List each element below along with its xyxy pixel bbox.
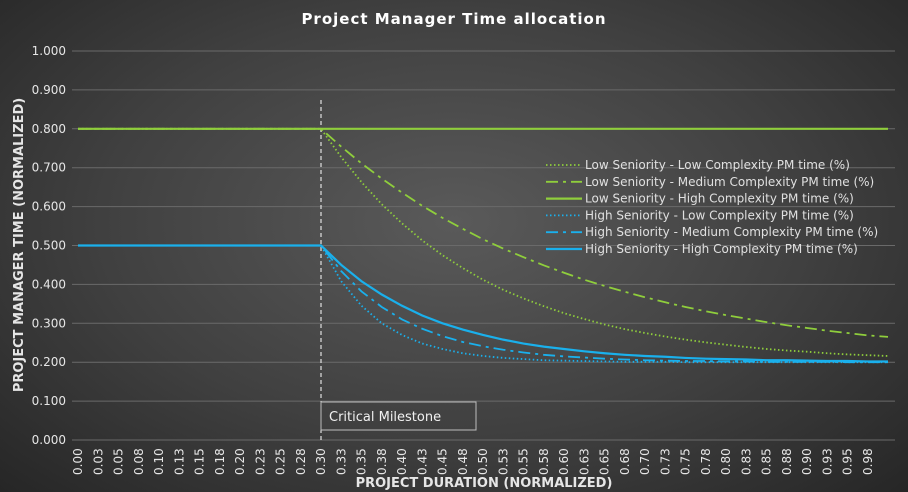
x-tick-label: 0.60 — [557, 448, 571, 475]
x-tick-label: 0.25 — [274, 448, 288, 475]
x-tick-label: 0.28 — [294, 448, 308, 475]
series-line — [78, 244, 888, 363]
y-tick-labels: 0.000 0.100 0.200 0.300 0.400 0.500 0.600 0.700… — [32, 44, 66, 447]
x-tick-label: 0.18 — [213, 448, 227, 475]
x-tick-label: 0.50 — [476, 448, 490, 475]
y-tick-label: 0.400 — [32, 277, 66, 291]
x-tick-label: 0.35 — [355, 448, 369, 475]
series-line — [78, 127, 889, 357]
critical-milestone-box — [320, 401, 477, 431]
y-tick-label: 0.000 — [32, 433, 66, 447]
x-tick-label: 0.00 — [71, 448, 85, 475]
legend-entry: High Seniority - Low Complexity PM time … — [585, 208, 854, 222]
y-tick-label: 0.100 — [32, 394, 66, 408]
x-tick-label: 0.83 — [739, 448, 753, 475]
y-axis-title: PROJECT MANAGER TIME (NORMALIZED) — [12, 98, 27, 392]
x-tick-label: 0.65 — [598, 448, 612, 475]
legend: Low Seniority - Low Complexity PM time (… — [546, 158, 878, 256]
x-tick-label: 0.78 — [699, 448, 713, 475]
x-tick-label: 0.43 — [415, 448, 429, 475]
y-tick-label: 0.500 — [32, 239, 66, 253]
x-tick-label: 0.93 — [820, 448, 834, 475]
x-tick-label: 0.40 — [395, 448, 409, 475]
y-tick-label: 1.000 — [32, 44, 66, 58]
x-tick-label: 0.70 — [638, 448, 652, 475]
y-tick-label: 0.700 — [32, 161, 66, 175]
x-tick-label: 0.53 — [496, 448, 510, 475]
x-tick-label: 0.80 — [719, 448, 733, 475]
chart-title: Project Manager Time allocation — [301, 10, 606, 28]
y-tick-label: 0.300 — [32, 316, 66, 330]
y-tick-label: 0.200 — [32, 355, 66, 369]
x-tick-label: 0.73 — [658, 448, 672, 475]
x-tick-label: 0.20 — [233, 448, 247, 475]
series-lines — [78, 127, 889, 364]
x-tick-label: 0.55 — [517, 448, 531, 475]
x-tick-label: 0.88 — [780, 448, 794, 475]
x-tick-label: 0.10 — [152, 448, 166, 475]
series-line — [78, 244, 888, 364]
y-tick-label: 0.800 — [32, 122, 66, 136]
legend-entry: Low Seniority - Low Complexity PM time (… — [585, 158, 850, 172]
x-tick-label: 0.30 — [314, 448, 328, 475]
x-axis-title: PROJECT DURATION (NORMALIZED) — [356, 476, 613, 491]
y-tick-label: 0.600 — [32, 200, 66, 214]
legend-entry: Low Seniority - Medium Complexity PM tim… — [585, 175, 874, 189]
x-tick-label: 0.58 — [537, 448, 551, 475]
series-line — [78, 244, 888, 364]
x-tick-label: 0.90 — [800, 448, 814, 475]
x-tick-labels: 0.00 0.03 0.05 0.08 0.10 0.13 0.15 0.18 0.20 0.23… — [71, 448, 875, 475]
x-tick-label: 0.13 — [172, 448, 186, 475]
x-tick-label: 0.95 — [841, 448, 855, 475]
legend-entry: High Seniority - Medium Complexity PM ti… — [585, 225, 878, 239]
x-tick-label: 0.85 — [760, 448, 774, 475]
x-tick-label: 0.23 — [253, 448, 267, 475]
x-tick-label: 0.63 — [577, 448, 591, 475]
x-tick-label: 0.48 — [456, 448, 470, 475]
x-tick-label: 0.98 — [861, 448, 875, 475]
series-line — [78, 127, 889, 338]
x-tick-label: 0.15 — [193, 448, 207, 475]
x-tick-label: 0.33 — [334, 448, 348, 475]
x-tick-label: 0.08 — [132, 448, 146, 475]
x-tick-label: 0.45 — [436, 448, 450, 475]
critical-milestone-label: Critical Milestone — [329, 410, 441, 425]
y-tick-label: 0.900 — [32, 83, 66, 97]
x-tick-label: 0.05 — [112, 448, 126, 475]
x-tick-label: 0.38 — [375, 448, 389, 475]
x-tick-label: 0.68 — [618, 448, 632, 475]
x-tick-label: 0.75 — [679, 448, 693, 475]
legend-entry: Low Seniority - High Complexity PM time … — [585, 192, 854, 206]
x-tick-label: 0.03 — [91, 448, 105, 475]
legend-entry: High Seniority - High Complexity PM time… — [585, 242, 858, 256]
